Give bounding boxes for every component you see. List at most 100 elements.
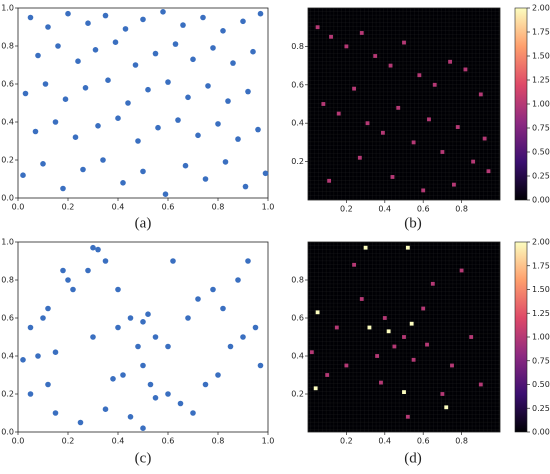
- y-tick-label: 0.8: [291, 276, 304, 285]
- y-tick-label: 0.6: [1, 314, 14, 323]
- y-tick-label: 0.2: [291, 157, 304, 166]
- point: [147, 381, 154, 388]
- x-tick-label: 0.6: [417, 437, 430, 446]
- heatmap-cell: [450, 363, 454, 368]
- point: [22, 90, 29, 97]
- colorbar-tick-label: 0.00: [532, 428, 550, 437]
- heatmap-cell: [425, 342, 429, 347]
- point: [182, 162, 189, 169]
- colorbar-tick-label: 0.25: [532, 172, 550, 181]
- point: [35, 52, 41, 59]
- y-tick-label: 0.4: [1, 352, 14, 361]
- y-tick-label: 0.0: [1, 194, 14, 203]
- heatmap-cell: [329, 34, 333, 39]
- plot-frame: [17, 241, 269, 433]
- x-tick-label: 0.0: [12, 203, 25, 212]
- point: [95, 246, 101, 253]
- colorbar-tick-label: 0.00: [532, 196, 550, 205]
- point: [165, 79, 171, 85]
- heatmap-cell: [313, 386, 318, 391]
- heatmap-cell: [402, 390, 406, 394]
- heatmap-cell: [432, 82, 437, 87]
- point: [225, 98, 231, 104]
- point: [122, 26, 129, 32]
- heatmap-cell: [409, 321, 414, 326]
- point: [262, 170, 269, 177]
- colorbar-tick-label: 1.25: [532, 309, 550, 318]
- point: [35, 353, 41, 359]
- x-tick-label: 0.2: [62, 203, 75, 212]
- point: [195, 296, 201, 302]
- point: [155, 124, 161, 131]
- y-tick-label: 0.0: [1, 428, 14, 437]
- heatmap-cell: [463, 67, 468, 72]
- point: [255, 126, 261, 133]
- point: [227, 343, 234, 350]
- point: [115, 286, 121, 293]
- point: [190, 410, 196, 416]
- heatmap-cell: [336, 111, 341, 116]
- colorbar-tick-label: 1.25: [532, 76, 550, 85]
- point: [127, 315, 134, 321]
- heatmap-cell: [344, 44, 349, 49]
- panel-label: (c): [135, 450, 152, 466]
- point: [135, 343, 141, 350]
- colorbar-tick-label: 0.50: [532, 148, 550, 157]
- colorbar-tick-label: 0.50: [532, 380, 550, 389]
- point: [65, 10, 71, 17]
- point: [245, 258, 251, 264]
- point: [60, 185, 66, 192]
- heatmap-cell: [402, 335, 406, 339]
- point: [45, 24, 51, 30]
- heatmap-cell: [315, 310, 320, 315]
- heatmap-cell: [421, 306, 426, 311]
- point: [27, 14, 34, 21]
- x-tick-label: 0.2: [62, 437, 75, 446]
- heatmap-cell: [396, 105, 401, 110]
- heatmap-cell: [417, 73, 422, 78]
- point: [140, 16, 146, 23]
- point: [165, 391, 171, 397]
- point: [32, 128, 39, 135]
- point: [127, 414, 134, 420]
- point: [102, 406, 109, 413]
- panel-label: (a): [135, 215, 152, 231]
- point: [52, 410, 59, 416]
- heatmap-cell: [482, 136, 487, 141]
- point: [120, 180, 126, 186]
- point: [42, 81, 49, 87]
- heatmap-cell: [367, 325, 372, 330]
- y-tick-label: 0.6: [291, 80, 304, 89]
- y-tick-label: 0.8: [1, 276, 14, 285]
- point: [82, 85, 89, 91]
- point: [20, 172, 26, 178]
- heatmap-cell: [359, 31, 364, 35]
- point: [40, 315, 46, 321]
- y-tick-label: 0.8: [291, 42, 304, 51]
- point: [75, 58, 81, 64]
- heatmap-cell: [352, 262, 356, 267]
- colorbar-tick-label: 2.00: [532, 238, 550, 247]
- heatmap-cell: [365, 121, 370, 126]
- point: [135, 138, 141, 144]
- y-tick-label: 0.4: [1, 118, 14, 127]
- point: [140, 319, 146, 325]
- point: [62, 96, 69, 102]
- y-tick-label: 0.6: [291, 314, 304, 323]
- colorbar-tick-label: 0.25: [532, 404, 550, 413]
- point: [60, 267, 66, 274]
- x-tick-label: 0.8: [212, 203, 225, 212]
- point: [205, 83, 211, 89]
- point: [202, 176, 209, 182]
- point: [110, 376, 116, 382]
- heatmap-cell: [327, 178, 332, 183]
- point: [200, 14, 206, 21]
- point: [120, 372, 126, 378]
- heatmap-cell: [357, 155, 362, 160]
- colorbar: [514, 7, 528, 201]
- x-tick-label: 0.6: [162, 203, 175, 212]
- heatmap-cell: [375, 354, 380, 358]
- point: [152, 334, 159, 340]
- point: [102, 258, 109, 264]
